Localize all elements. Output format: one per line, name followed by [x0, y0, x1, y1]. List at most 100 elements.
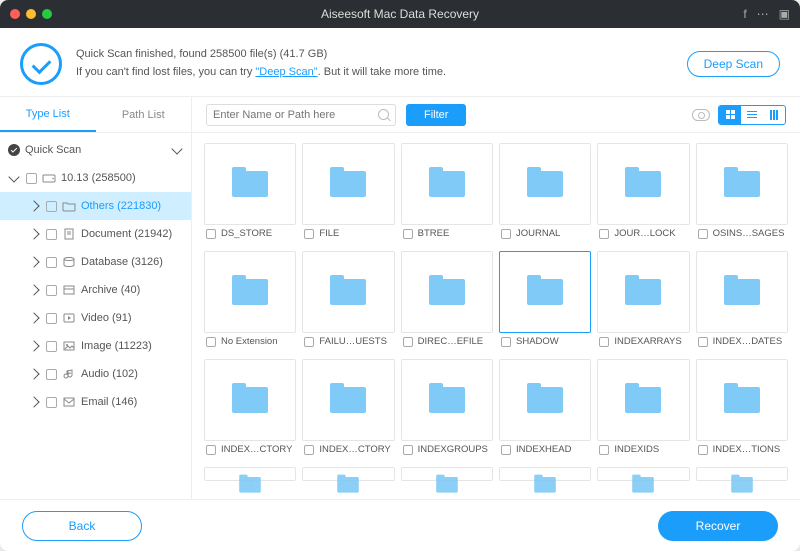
checkbox[interactable]: [206, 337, 216, 347]
folder-card[interactable]: [204, 467, 296, 481]
checkbox[interactable]: [46, 257, 57, 268]
view-mode-list[interactable]: [741, 106, 763, 124]
tab-type-list[interactable]: Type List: [0, 97, 96, 132]
folder-card[interactable]: [696, 467, 788, 481]
folder-card[interactable]: [401, 143, 493, 225]
recover-button[interactable]: Recover: [658, 511, 778, 541]
chevron-right-icon[interactable]: [28, 200, 39, 211]
checkbox[interactable]: [46, 229, 57, 240]
folder-card[interactable]: [696, 251, 788, 333]
chevron-right-icon[interactable]: [28, 340, 39, 351]
checkbox[interactable]: [46, 369, 57, 380]
chevron-right-icon[interactable]: [28, 256, 39, 267]
status-line2-suffix: . But it will take more time.: [318, 66, 446, 78]
checkbox[interactable]: [46, 397, 57, 408]
checkbox[interactable]: [403, 229, 413, 239]
checkbox[interactable]: [698, 337, 708, 347]
sidebar-item-archive[interactable]: Archive (40): [0, 276, 191, 304]
folder-card[interactable]: [401, 359, 493, 441]
folder-label-row: INDEX…CTORY: [302, 441, 394, 461]
checkbox[interactable]: [46, 313, 57, 324]
folder-card[interactable]: [597, 359, 689, 441]
chevron-right-icon[interactable]: [28, 368, 39, 379]
feedback-icon[interactable]: ⋯: [757, 7, 769, 21]
checkbox[interactable]: [403, 337, 413, 347]
checkbox[interactable]: [206, 229, 216, 239]
minimize-button[interactable]: [26, 9, 36, 19]
checkbox[interactable]: [599, 445, 609, 455]
maximize-button[interactable]: [42, 9, 52, 19]
grid-cell: [499, 467, 591, 481]
sidebar-item-audio[interactable]: Audio (102): [0, 360, 191, 388]
folder-card[interactable]: [401, 251, 493, 333]
folder-card[interactable]: [401, 467, 493, 481]
folder-icon: [232, 387, 268, 413]
filter-button[interactable]: Filter: [406, 104, 466, 126]
tree-drive[interactable]: 10.13 (258500): [0, 164, 191, 192]
checkbox[interactable]: [501, 337, 511, 347]
settings-icon[interactable]: ▣: [779, 7, 790, 21]
folder-card[interactable]: [597, 251, 689, 333]
sidebar-item-email[interactable]: Email (146): [0, 388, 191, 416]
deep-scan-button[interactable]: Deep Scan: [687, 51, 780, 77]
folder-card[interactable]: [499, 467, 591, 481]
chevron-right-icon[interactable]: [28, 396, 39, 407]
folder-icon: [527, 387, 563, 413]
checkbox[interactable]: [501, 229, 511, 239]
back-button[interactable]: Back: [22, 511, 142, 541]
checkbox[interactable]: [698, 445, 708, 455]
folder-card[interactable]: [204, 359, 296, 441]
folder-card[interactable]: [302, 143, 394, 225]
search-input[interactable]: [213, 109, 378, 121]
view-mode-grid[interactable]: [719, 106, 741, 124]
folder-card[interactable]: [302, 359, 394, 441]
chevron-right-icon[interactable]: [28, 228, 39, 239]
sidebar-item-document[interactable]: Document (21942): [0, 220, 191, 248]
folder-icon: [239, 477, 261, 493]
checkbox[interactable]: [46, 285, 57, 296]
tab-path-list[interactable]: Path List: [96, 97, 192, 132]
folder-card[interactable]: [696, 143, 788, 225]
folder-card[interactable]: [696, 359, 788, 441]
checkbox[interactable]: [46, 201, 57, 212]
view-mode-detail[interactable]: [763, 106, 785, 124]
folder-card[interactable]: [302, 251, 394, 333]
check-icon: [8, 144, 20, 156]
main-body: Type List Path List Quick Scan 10.13 (25…: [0, 97, 800, 499]
checkbox[interactable]: [304, 445, 314, 455]
folder-card[interactable]: [499, 143, 591, 225]
folder-card[interactable]: [204, 251, 296, 333]
chevron-right-icon[interactable]: [28, 284, 39, 295]
checkbox[interactable]: [599, 337, 609, 347]
grid-scroll[interactable]: DS_STOREFILEBTREEJOURNALJOUR…LOCKOSINS…S…: [192, 133, 800, 499]
checkbox[interactable]: [206, 445, 216, 455]
search-box[interactable]: [206, 104, 396, 126]
checkbox[interactable]: [599, 229, 609, 239]
folder-card[interactable]: [204, 143, 296, 225]
sidebar-item-video[interactable]: Video (91): [0, 304, 191, 332]
checkbox[interactable]: [501, 445, 511, 455]
facebook-icon[interactable]: f: [743, 7, 746, 21]
folder-card[interactable]: [597, 143, 689, 225]
checkbox[interactable]: [698, 229, 708, 239]
chevron-down-icon[interactable]: [171, 143, 182, 154]
chevron-right-icon[interactable]: [28, 312, 39, 323]
checkbox[interactable]: [304, 337, 314, 347]
folder-card[interactable]: [499, 359, 591, 441]
folder-card[interactable]: [499, 251, 591, 333]
checkbox[interactable]: [304, 229, 314, 239]
chevron-down-icon[interactable]: [8, 171, 19, 182]
folder-label-row: JOUR…LOCK: [597, 225, 689, 245]
deep-scan-link[interactable]: "Deep Scan": [255, 66, 317, 78]
sidebar-item-folder[interactable]: Others (221830): [0, 192, 191, 220]
folder-card[interactable]: [597, 467, 689, 481]
close-button[interactable]: [10, 9, 20, 19]
checkbox[interactable]: [26, 173, 37, 184]
folder-card[interactable]: [302, 467, 394, 481]
preview-icon[interactable]: [692, 109, 710, 121]
sidebar-item-image[interactable]: Image (11223): [0, 332, 191, 360]
sidebar-item-database[interactable]: Database (3126): [0, 248, 191, 276]
checkbox[interactable]: [403, 445, 413, 455]
tree-root-quick-scan[interactable]: Quick Scan: [0, 136, 191, 164]
checkbox[interactable]: [46, 341, 57, 352]
